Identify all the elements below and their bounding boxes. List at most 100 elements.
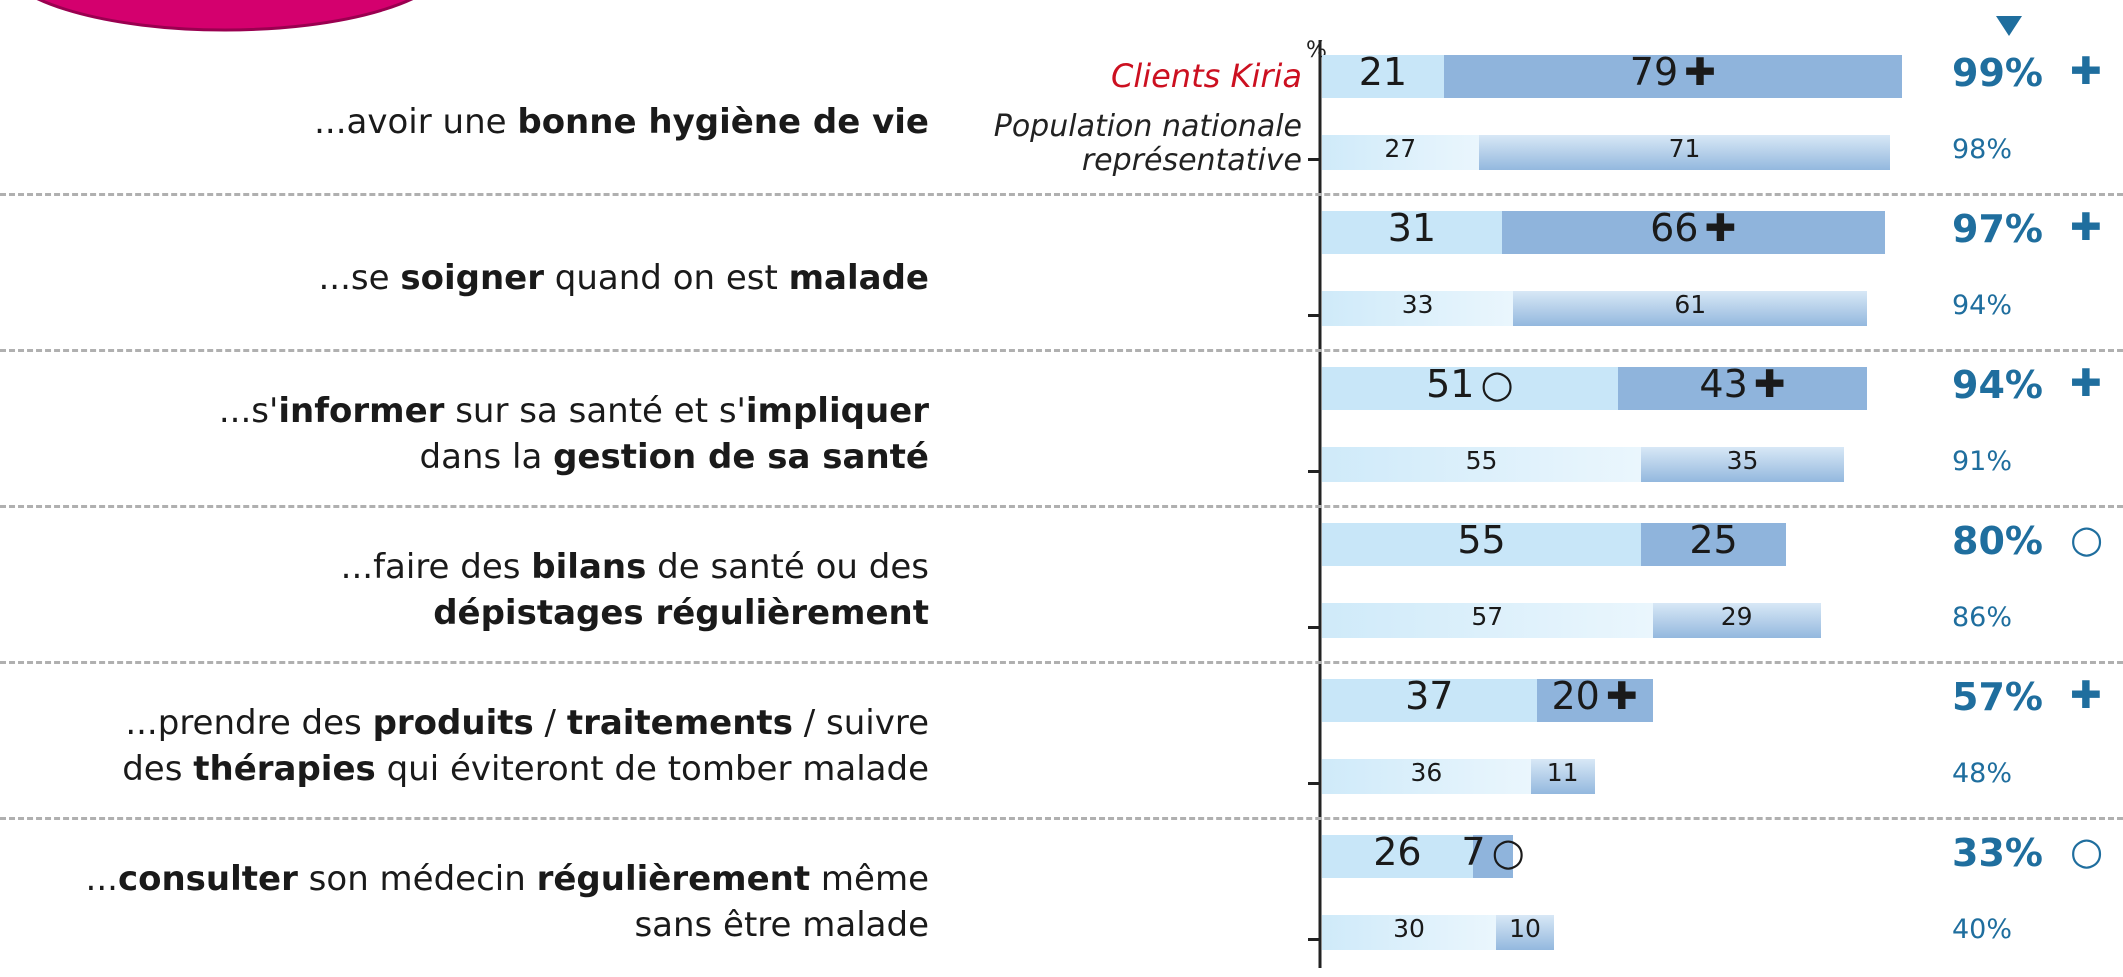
label-part: de santé ou des xyxy=(646,547,929,587)
total-label: 94% xyxy=(1952,290,2013,322)
bar-segment xyxy=(1536,678,1653,722)
bar-segment xyxy=(1322,366,1618,410)
value-text: 35 xyxy=(1726,445,1759,475)
value-text: 33 xyxy=(1401,289,1434,319)
value-text: 25 xyxy=(1689,518,1738,562)
bar-segment xyxy=(1478,134,1891,170)
category-line: ...avoir une bonne hygiène de vie xyxy=(314,99,929,145)
total-significance: ✚ xyxy=(2070,361,2102,406)
bar-segment xyxy=(1530,758,1595,794)
significance: ✚ xyxy=(1605,674,1638,718)
label-part: ...avoir une xyxy=(314,102,518,142)
value-label: 55 xyxy=(1322,443,1641,478)
category-line: ...consulter son médecin régulièrement m… xyxy=(86,856,929,902)
category-label: ...s'informer sur sa santé et s'implique… xyxy=(219,388,929,480)
value-text: 79 xyxy=(1629,50,1679,94)
total-label: 94% xyxy=(1952,363,2043,408)
separator xyxy=(0,193,2123,196)
bar-segment xyxy=(1443,54,1902,98)
significance: ○ xyxy=(1491,830,1525,874)
total-label: 33% xyxy=(1952,831,2043,876)
axis-tick xyxy=(1308,938,1320,941)
value-text: 61 xyxy=(1674,289,1707,319)
value-label: 51 ○ xyxy=(1322,362,1618,406)
axis-tick xyxy=(1308,626,1320,629)
value-label: 27 xyxy=(1322,131,1479,166)
value-text: 20 xyxy=(1551,674,1600,718)
value-label: 66 ✚ xyxy=(1502,206,1885,250)
value-text: 55 xyxy=(1465,445,1498,475)
bar-segment xyxy=(1322,210,1502,254)
bar-segment xyxy=(1496,914,1554,950)
label-part: sans être malade xyxy=(634,905,929,945)
category-label: ...avoir une bonne hygiène de vie xyxy=(314,99,929,145)
label-part: qui éviteront de tomber malade xyxy=(375,749,929,789)
label-part: ...prendre des xyxy=(125,703,373,743)
separator xyxy=(0,661,2123,664)
value-text: 66 xyxy=(1650,206,1699,250)
value-label: 20 ✚ xyxy=(1537,674,1653,718)
label-part: son médecin xyxy=(297,859,537,899)
series-name: Population nationale représentative xyxy=(993,109,1302,178)
value-text: 51 xyxy=(1426,362,1475,406)
label-part: ...se xyxy=(318,258,401,298)
category-line: dépistages régulièrement xyxy=(341,590,929,636)
label-part: bilans xyxy=(531,547,647,587)
value-label: 36 xyxy=(1322,755,1531,790)
label-part: sur sa santé et s' xyxy=(444,391,746,431)
axis-tick xyxy=(1308,158,1320,161)
bar-segment xyxy=(1322,54,1444,98)
bar-segment xyxy=(1322,522,1641,566)
total-label: 57% xyxy=(1952,675,2043,720)
logo-shape xyxy=(36,0,414,32)
label-part: dépistages régulièrement xyxy=(433,593,929,633)
bar-segment xyxy=(1501,210,1885,254)
bar-segment xyxy=(1322,758,1531,794)
category-label: ...prendre des produits / traitements / … xyxy=(122,700,929,792)
axis-label: % xyxy=(1306,38,1327,63)
value-text: 27 xyxy=(1384,133,1417,163)
value-text: 29 xyxy=(1720,601,1753,631)
label-part: régulièrement xyxy=(536,859,811,899)
label-part: / xyxy=(533,703,567,743)
value-label: 11 xyxy=(1531,755,1595,790)
bar-segment xyxy=(1322,290,1514,326)
value-label: 33 xyxy=(1322,287,1513,322)
total-label: 99% xyxy=(1952,51,2043,96)
separator xyxy=(0,505,2123,508)
bar-segment xyxy=(1322,914,1496,950)
value-text: 71 xyxy=(1668,133,1701,163)
value-label: 57 xyxy=(1322,599,1653,634)
category-line: des thérapies qui éviteront de tomber ma… xyxy=(122,746,929,792)
value-text: 21 xyxy=(1358,50,1408,94)
bar-segment xyxy=(1617,366,1868,410)
value-label: 31 xyxy=(1322,206,1502,250)
separator xyxy=(0,349,2123,352)
label-part: / suivre xyxy=(792,703,929,743)
value-text: 36 xyxy=(1410,757,1443,787)
value-text: 43 xyxy=(1699,362,1748,406)
category-line: ...faire des bilans de santé ou des xyxy=(341,544,929,590)
category-line: dans la gestion de sa santé xyxy=(219,434,929,480)
total-label: 98% xyxy=(1952,134,2013,166)
value-text: 55 xyxy=(1457,518,1506,562)
value-label: 35 xyxy=(1641,443,1844,478)
total-label: 91% xyxy=(1952,446,2013,478)
total-significance: ✚ xyxy=(2070,49,2102,94)
separator xyxy=(0,817,2123,820)
value-text: 57 xyxy=(1471,601,1504,631)
value-text: 26 xyxy=(1373,830,1422,874)
category-line: sans être malade xyxy=(86,902,929,948)
value-label: 71 xyxy=(1479,131,1891,166)
category-line: ...s'informer sur sa santé et s'implique… xyxy=(219,388,929,434)
label-part: consulter xyxy=(117,859,298,899)
label-part: impliquer xyxy=(745,391,929,431)
bar-segment xyxy=(1322,134,1479,170)
value-text: 11 xyxy=(1546,757,1579,787)
label-part: traitements xyxy=(566,703,793,743)
axis-tick xyxy=(1308,314,1320,317)
bar-segment xyxy=(1322,834,1473,878)
value-label: 30 xyxy=(1322,911,1496,946)
total-label: 86% xyxy=(1952,602,2013,634)
category-label: ...consulter son médecin régulièrement m… xyxy=(86,856,929,948)
